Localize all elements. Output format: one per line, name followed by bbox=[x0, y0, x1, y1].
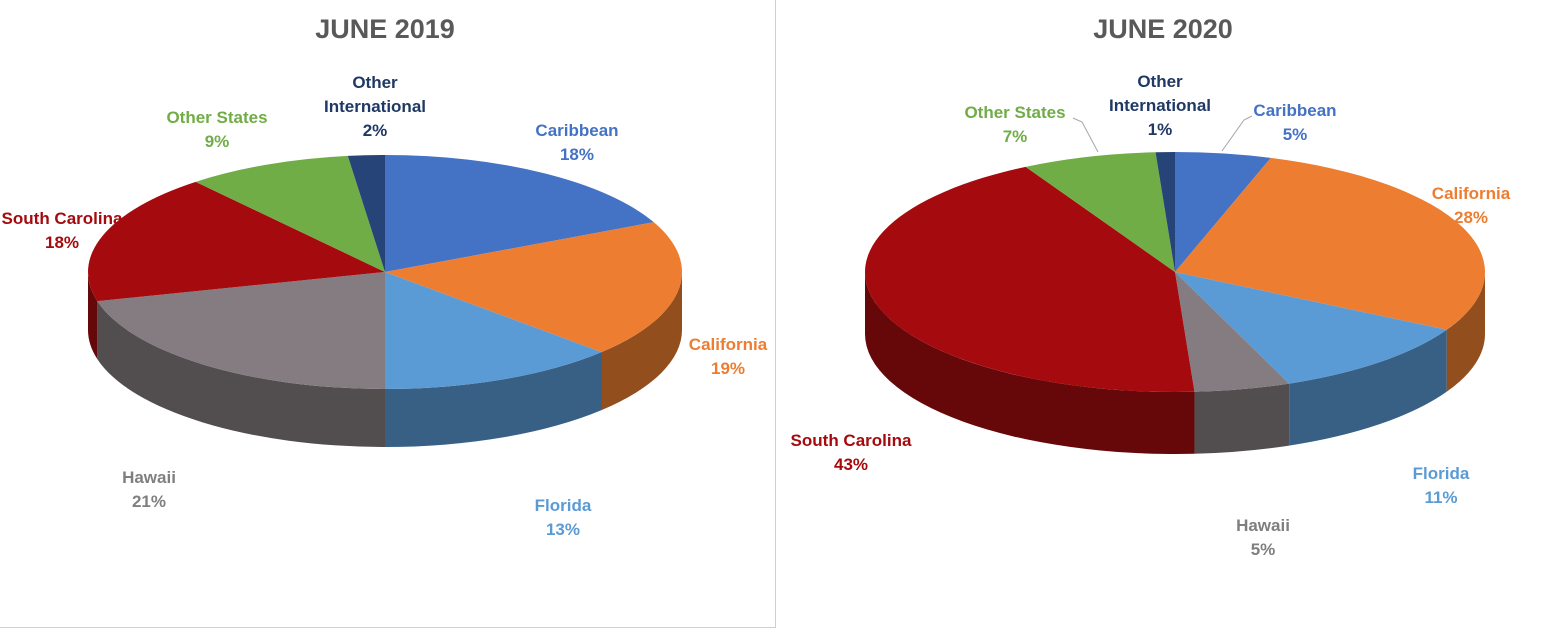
label-value: 19% bbox=[710, 359, 746, 378]
data-label: Other International 2% bbox=[315, 71, 435, 143]
label-value: 43% bbox=[833, 455, 869, 474]
pie-slice bbox=[347, 155, 385, 272]
pie-slice bbox=[864, 166, 1195, 392]
data-label: Caribbean 18% bbox=[535, 119, 618, 167]
pie-slice-side bbox=[864, 272, 1195, 455]
label-name: Florida bbox=[534, 496, 592, 515]
chart-title: JUNE 2020 bbox=[1093, 14, 1233, 44]
label-name: South Carolina bbox=[1, 209, 123, 228]
pie-slice bbox=[97, 272, 385, 390]
pie-slice bbox=[88, 181, 386, 302]
pie-slice bbox=[1175, 272, 1447, 384]
label-name: Other International bbox=[323, 73, 426, 116]
label-value: 28% bbox=[1453, 208, 1489, 227]
pie-slice-side bbox=[97, 301, 385, 447]
label-name: South Carolina bbox=[790, 431, 912, 450]
label-name: California bbox=[688, 335, 768, 354]
pie-slice-side bbox=[385, 352, 602, 447]
label-value: 21% bbox=[131, 492, 167, 511]
label-value: 18% bbox=[559, 145, 595, 164]
pie-slice-side bbox=[601, 272, 682, 411]
label-name: Other States bbox=[166, 108, 268, 127]
leader-line bbox=[1221, 115, 1253, 152]
pie-slice bbox=[1155, 152, 1175, 272]
pie-slice bbox=[385, 272, 602, 389]
label-value: 5% bbox=[1282, 125, 1308, 144]
label-value: 18% bbox=[44, 233, 80, 252]
label-name: Caribbean bbox=[535, 121, 619, 140]
data-label: California 28% bbox=[1432, 182, 1510, 230]
data-label: Hawaii 5% bbox=[1236, 514, 1290, 562]
data-label: Caribbean 5% bbox=[1253, 99, 1336, 147]
label-value: 7% bbox=[1002, 127, 1028, 146]
label-name: Hawaii bbox=[1236, 516, 1290, 535]
data-label: South Carolina 43% bbox=[791, 429, 912, 477]
pie-slice bbox=[195, 155, 385, 272]
label-name: Florida bbox=[1412, 464, 1470, 483]
pie-slice bbox=[1025, 152, 1175, 272]
label-value: 2% bbox=[362, 121, 388, 140]
data-label: Other States 7% bbox=[964, 101, 1065, 149]
label-value: 5% bbox=[1250, 540, 1276, 559]
pie-slice bbox=[1175, 157, 1486, 330]
label-value: 13% bbox=[545, 520, 581, 539]
leader-line bbox=[1072, 117, 1099, 153]
data-label: Florida 11% bbox=[1413, 462, 1470, 510]
label-value: 9% bbox=[204, 132, 230, 151]
pie-slice-side bbox=[1194, 383, 1290, 454]
data-label: Other International 1% bbox=[1100, 70, 1220, 142]
label-name: Caribbean bbox=[1253, 101, 1337, 120]
chart-title: JUNE 2019 bbox=[315, 14, 455, 44]
pie-slice-side bbox=[88, 272, 98, 360]
pie-slice bbox=[385, 222, 683, 353]
data-label: California 19% bbox=[689, 333, 767, 381]
pie-slice bbox=[1175, 272, 1290, 392]
label-name: Other States bbox=[964, 103, 1066, 122]
pie-slice-side bbox=[1446, 272, 1485, 392]
pie-slice bbox=[385, 155, 654, 272]
label-name: Hawaii bbox=[122, 468, 176, 487]
label-name: California bbox=[1431, 184, 1511, 203]
data-label: South Carolina 18% bbox=[2, 207, 123, 255]
label-name: Other International bbox=[1108, 72, 1211, 115]
label-value: 11% bbox=[1424, 488, 1458, 507]
pie-slice bbox=[1175, 152, 1271, 272]
data-label: Hawaii 21% bbox=[122, 466, 176, 514]
pie-slice-side bbox=[1289, 329, 1447, 446]
label-value: 1% bbox=[1147, 120, 1173, 139]
data-label: Other States 9% bbox=[166, 106, 267, 154]
data-label: Florida 13% bbox=[535, 494, 592, 542]
